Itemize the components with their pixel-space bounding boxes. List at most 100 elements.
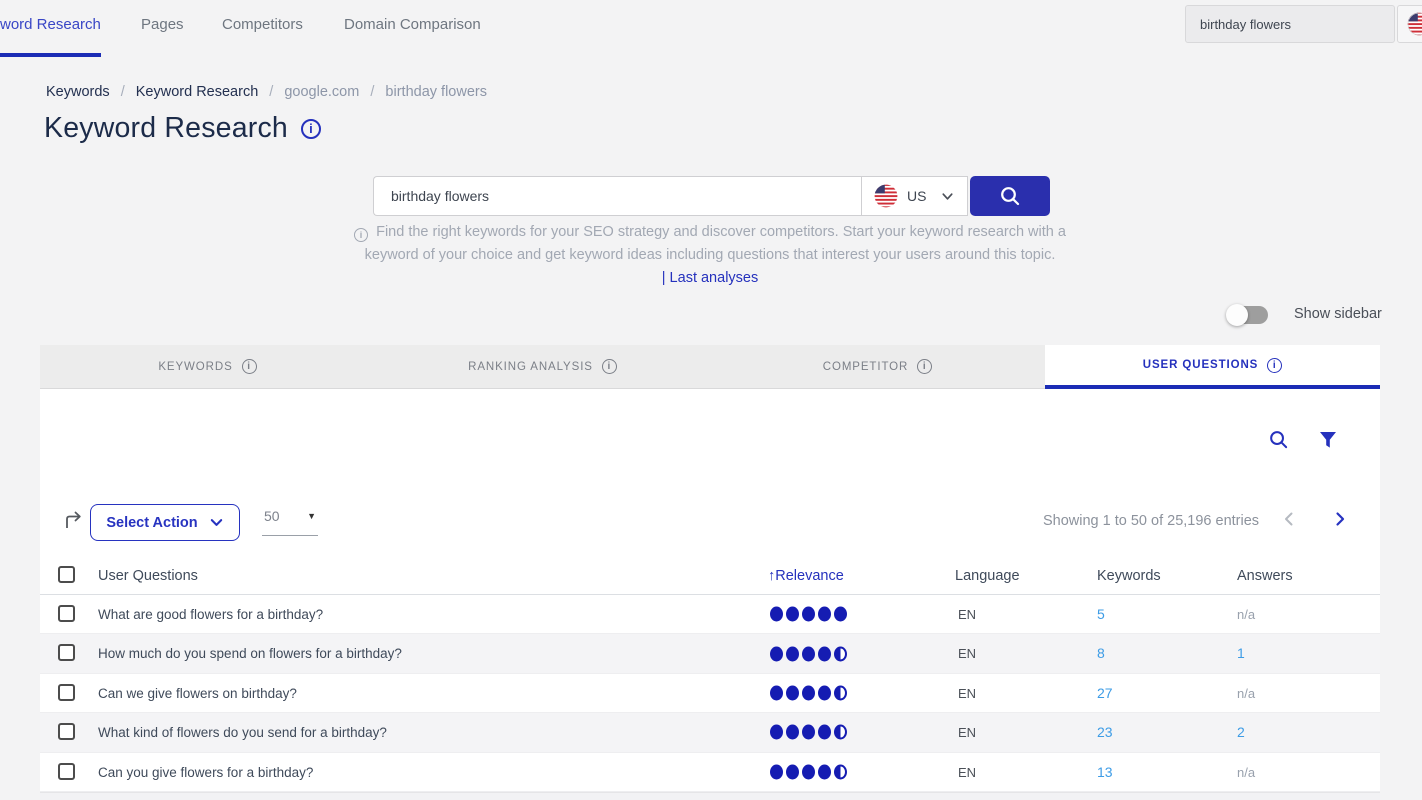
- keyword-input[interactable]: [373, 176, 861, 216]
- us-flag-icon: [874, 184, 898, 208]
- show-sidebar-label: Show sidebar: [1294, 306, 1382, 322]
- tab-info-icon[interactable]: i: [241, 359, 257, 374]
- dot-full-icon: [818, 685, 831, 701]
- last-analyses-link[interactable]: | Last analyses: [661, 270, 759, 286]
- hint-text-line2: keyword of your choice and get keyword i…: [364, 247, 1056, 263]
- keywords-count-link[interactable]: 5: [1097, 606, 1105, 622]
- dot-full-icon: [786, 685, 799, 701]
- export-button[interactable]: [62, 508, 86, 532]
- hint-text-line1: i Find the right keywords for your SEO s…: [300, 224, 1120, 242]
- language-cell: EN: [958, 685, 977, 701]
- nav-item-domain-comparison[interactable]: Domain Comparison: [344, 0, 481, 48]
- chevron-right-icon: [1336, 512, 1345, 526]
- table-row: Can we give flowers on birthday? EN 27 n/a: [40, 673, 1380, 714]
- top-country-flag-button[interactable]: [1397, 5, 1422, 43]
- tab-info-icon[interactable]: i: [917, 359, 933, 374]
- language-cell: EN: [958, 764, 977, 780]
- keywords-count-link[interactable]: 13: [1097, 763, 1113, 780]
- tab-info-icon[interactable]: i: [601, 359, 617, 374]
- tab-ranking-analysis[interactable]: RANKING ANALYSIS i: [375, 345, 710, 389]
- relevance-dots: [770, 764, 847, 780]
- dot-full-icon: [818, 724, 831, 740]
- select-all-checkbox[interactable]: [58, 566, 75, 583]
- row-checkbox[interactable]: [58, 605, 75, 622]
- sort-asc-icon: ↑: [768, 568, 776, 584]
- column-keywords: Keywords: [1097, 568, 1161, 584]
- tab-label: RANKING ANALYSIS: [468, 360, 593, 373]
- page-size-value: 50: [264, 508, 280, 524]
- dot-full-icon: [770, 724, 783, 740]
- column-label: Relevance: [775, 568, 844, 584]
- column-relevance-sort[interactable]: ↑ Relevance: [768, 557, 844, 595]
- top-search-input[interactable]: [1185, 5, 1395, 43]
- dot-full-icon: [770, 646, 783, 662]
- answers-count-link[interactable]: 2: [1237, 724, 1245, 741]
- nav-item-keyword-research[interactable]: word Research: [0, 0, 101, 48]
- relevance-dots: [770, 646, 847, 662]
- user-question-text: What are good flowers for a birthday?: [98, 607, 324, 622]
- tab-label: USER QUESTIONS: [1142, 359, 1259, 371]
- dot-full-icon: [802, 724, 815, 740]
- us-flag-icon: [1407, 12, 1422, 36]
- keywords-count-link[interactable]: 23: [1097, 724, 1113, 741]
- answers-count-link[interactable]: 1: [1237, 645, 1245, 662]
- tab-bar: KEYWORDS i RANKING ANALYSIS i COMPETITOR…: [40, 345, 1380, 389]
- keywords-count-link[interactable]: 27: [1097, 684, 1113, 701]
- select-action-label: Select Action: [106, 514, 198, 531]
- nav-label: Pages: [141, 15, 184, 33]
- search-button[interactable]: [970, 176, 1050, 216]
- tab-keywords[interactable]: KEYWORDS i: [40, 345, 375, 389]
- tab-label: COMPETITOR: [822, 360, 909, 373]
- title-info-icon[interactable]: i: [300, 118, 321, 139]
- show-sidebar-toggle[interactable]: [1226, 304, 1268, 326]
- tab-competitor[interactable]: COMPETITOR i: [710, 345, 1045, 389]
- dot-full-icon: [786, 724, 799, 740]
- dot-full-icon: [818, 646, 831, 662]
- page-title: Keyword Research: [44, 112, 288, 144]
- keywords-count-link[interactable]: 8: [1097, 645, 1105, 662]
- row-checkbox[interactable]: [58, 723, 75, 741]
- pagination-prev-button[interactable]: [1281, 511, 1297, 527]
- nav-item-pages[interactable]: Pages: [141, 0, 184, 48]
- table-search-button[interactable]: [1268, 429, 1289, 450]
- pagination-next-button[interactable]: [1332, 511, 1348, 527]
- dot-full-icon: [834, 606, 847, 622]
- user-question-text: Can we give flowers on birthday?: [98, 685, 297, 701]
- answers-na-text: n/a: [1237, 685, 1256, 701]
- table-row-partial: [40, 792, 1380, 800]
- tab-user-questions[interactable]: USER QUESTIONS i: [1045, 345, 1380, 389]
- row-checkbox[interactable]: [58, 683, 75, 701]
- table-row: Can you give flowers for a birthday? EN 13…: [40, 752, 1380, 792]
- tab-info-icon[interactable]: i: [1267, 357, 1283, 373]
- active-nav-underline: [0, 53, 101, 57]
- row-checkbox[interactable]: [58, 762, 75, 780]
- dot-full-icon: [786, 764, 799, 780]
- toggle-knob: [1226, 304, 1248, 326]
- answers-na-text: n/a: [1237, 764, 1256, 780]
- nav-label: Competitors: [222, 15, 303, 33]
- language-cell: EN: [958, 607, 977, 622]
- dot-full-icon: [802, 764, 815, 780]
- table-header: User Questions ↑ Relevance Language Keyw…: [40, 557, 1380, 595]
- table-filter-button[interactable]: [1318, 430, 1338, 450]
- row-checkbox[interactable]: [58, 644, 75, 662]
- country-select[interactable]: US: [861, 176, 968, 216]
- nav-item-competitors[interactable]: Competitors: [222, 0, 303, 48]
- export-arrow-icon: [66, 511, 81, 528]
- results-card: KEYWORDS i RANKING ANALYSIS i COMPETITOR…: [40, 345, 1380, 800]
- dot-full-icon: [770, 685, 783, 701]
- triangle-down-icon: ▼: [307, 511, 316, 521]
- search-icon: [1001, 187, 1020, 206]
- breadcrumb-keyword-research[interactable]: Keyword Research: [135, 84, 259, 100]
- page-size-select[interactable]: 50 ▼: [262, 506, 318, 536]
- language-cell: EN: [958, 725, 977, 741]
- breadcrumb-keywords[interactable]: Keywords: [46, 84, 110, 100]
- dot-full-icon: [786, 646, 799, 662]
- select-action-dropdown[interactable]: Select Action: [90, 504, 240, 541]
- tab-label: KEYWORDS: [158, 360, 233, 373]
- dot-full-icon: [818, 764, 831, 780]
- dot-half-icon: [834, 685, 847, 701]
- dot-full-icon: [802, 646, 815, 662]
- dot-full-icon: [770, 764, 783, 780]
